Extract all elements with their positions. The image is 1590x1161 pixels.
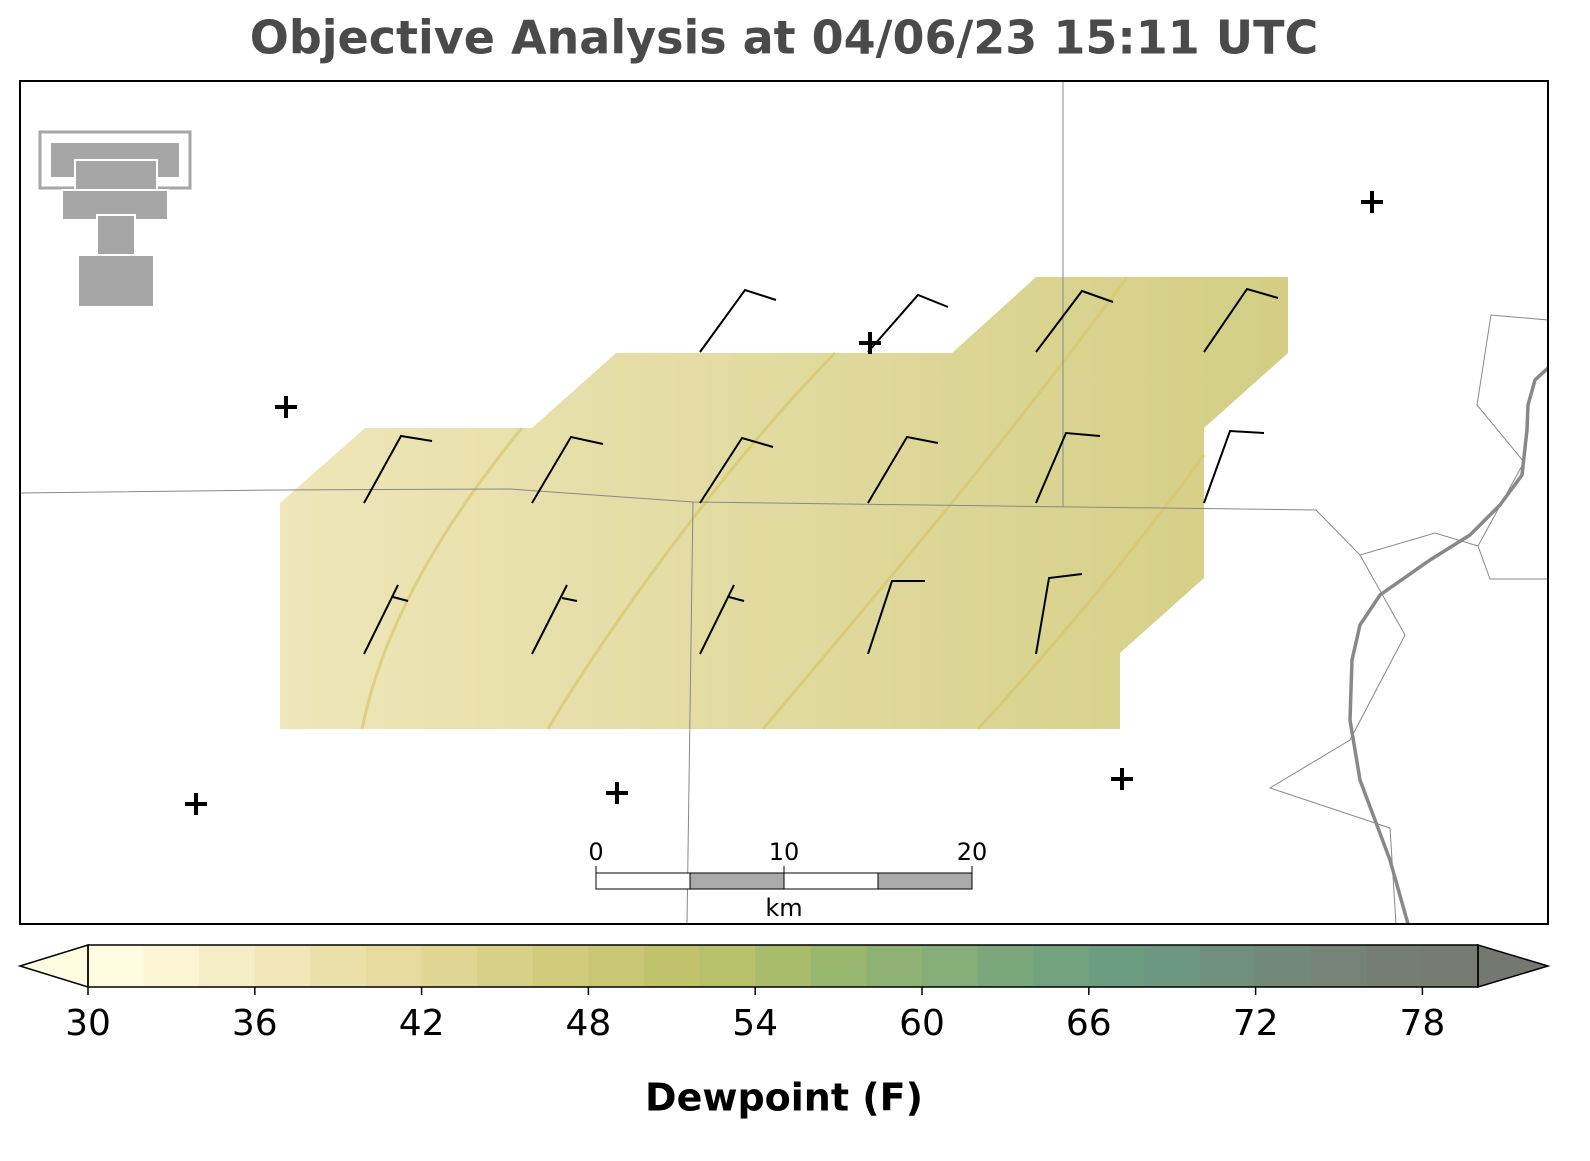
- color-band: [254, 945, 311, 987]
- extend-low: [17, 943, 89, 989]
- color-band: [977, 945, 1034, 987]
- colorbar-tick-label: 54: [732, 1003, 778, 1044]
- color-band: [755, 945, 812, 987]
- color-band: [922, 945, 979, 987]
- scale-tick-label: 10: [769, 838, 800, 866]
- color-band: [143, 945, 200, 987]
- color-band: [1200, 945, 1257, 987]
- color-band: [421, 945, 478, 987]
- scale-bar: km 0 10 20: [588, 838, 987, 922]
- color-band: [1311, 945, 1368, 987]
- scale-tick-label: 20: [957, 838, 988, 866]
- station-markers: [185, 191, 1383, 815]
- title: Objective Analysis at 04/06/23 15:11 UTC: [250, 11, 1319, 65]
- color-band: [310, 945, 367, 987]
- color-band: [532, 945, 589, 987]
- color-band: [1422, 945, 1479, 987]
- color-band: [588, 945, 645, 987]
- contours: [360, 276, 1206, 731]
- colorbar-tick-label: 78: [1399, 1003, 1445, 1044]
- color-band: [477, 945, 534, 987]
- color-band: [366, 945, 423, 987]
- scale-tick-label: 0: [588, 838, 603, 866]
- color-band: [1255, 945, 1312, 987]
- color-band: [1366, 945, 1423, 987]
- colorbar: 30 36 42 48 54 60 66 72 78: [17, 943, 1551, 1044]
- colorbar-tick-label: 36: [232, 1003, 278, 1044]
- color-band: [866, 945, 923, 987]
- wind-barbs: [363, 287, 1279, 655]
- extend-high: [1477, 943, 1551, 989]
- color-band: [644, 945, 701, 987]
- map: km 0 10 20: [20, 81, 1548, 924]
- color-band: [1144, 945, 1201, 987]
- color-band: [810, 945, 867, 987]
- colorbar-tick-label: 72: [1233, 1003, 1279, 1044]
- boundaries: [20, 81, 1548, 924]
- colorbar-tick-label: 48: [565, 1003, 611, 1044]
- river: [1348, 366, 1548, 924]
- colorbar-tick-label: 42: [399, 1003, 445, 1044]
- color-band: [88, 945, 145, 987]
- colorbar-tick-label: 66: [1066, 1003, 1112, 1044]
- scale-unit: km: [765, 894, 802, 922]
- colorbar-label: Dewpoint (F): [645, 1076, 923, 1120]
- logo: [38, 130, 192, 308]
- colorbar-frame: [87, 944, 1479, 988]
- color-band: [199, 945, 256, 987]
- color-band: [1088, 945, 1145, 987]
- color-band: [1033, 945, 1090, 987]
- colorbar-tick-label: 60: [899, 1003, 945, 1044]
- map-frame: [19, 80, 1549, 925]
- color-band: [699, 945, 756, 987]
- colorbar-tick-label: 30: [65, 1003, 111, 1044]
